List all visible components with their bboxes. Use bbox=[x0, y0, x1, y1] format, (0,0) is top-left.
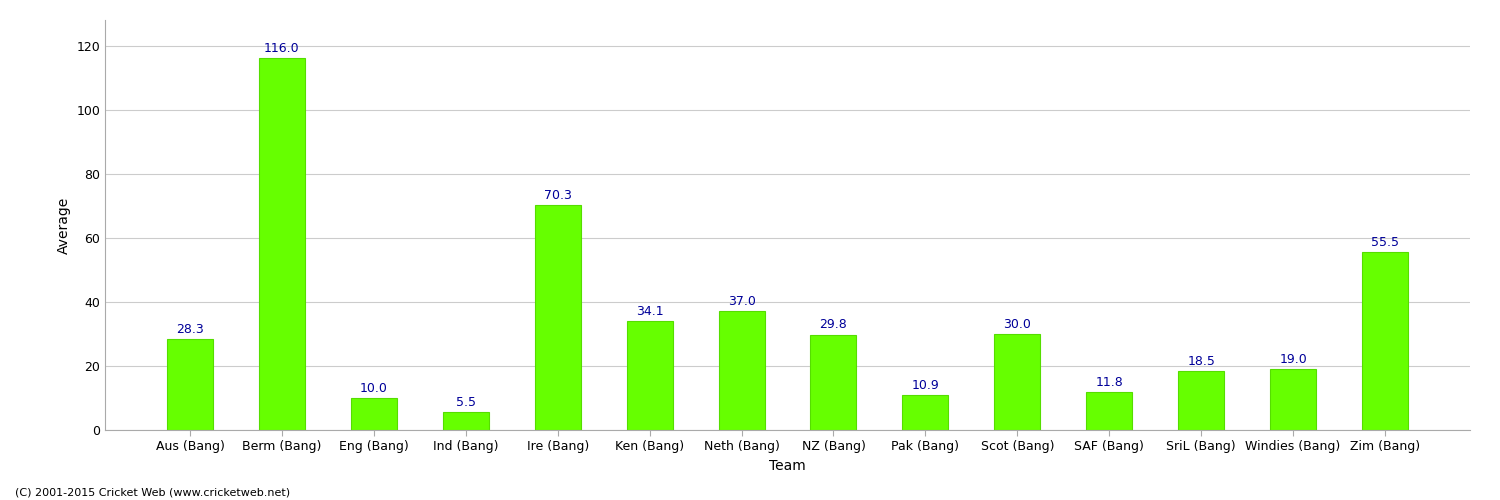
Y-axis label: Average: Average bbox=[57, 196, 70, 254]
Text: 18.5: 18.5 bbox=[1186, 354, 1215, 368]
Text: 5.5: 5.5 bbox=[456, 396, 476, 409]
Bar bbox=[627, 321, 672, 430]
Bar bbox=[1270, 369, 1316, 430]
Text: 30.0: 30.0 bbox=[1004, 318, 1031, 330]
Text: 28.3: 28.3 bbox=[176, 323, 204, 336]
Text: 37.0: 37.0 bbox=[728, 296, 756, 308]
Bar bbox=[810, 334, 856, 430]
Bar bbox=[1362, 252, 1408, 430]
Text: 29.8: 29.8 bbox=[819, 318, 848, 332]
Bar bbox=[442, 412, 489, 430]
Text: 70.3: 70.3 bbox=[544, 188, 572, 202]
Text: 11.8: 11.8 bbox=[1095, 376, 1124, 389]
Text: 55.5: 55.5 bbox=[1371, 236, 1400, 249]
Bar bbox=[1178, 370, 1224, 430]
Bar bbox=[166, 340, 213, 430]
X-axis label: Team: Team bbox=[770, 459, 806, 473]
Text: 10.0: 10.0 bbox=[360, 382, 388, 395]
Bar bbox=[903, 395, 948, 430]
Bar bbox=[534, 205, 580, 430]
Text: 34.1: 34.1 bbox=[636, 304, 663, 318]
Bar bbox=[260, 58, 305, 430]
Bar bbox=[1086, 392, 1132, 430]
Text: 19.0: 19.0 bbox=[1280, 353, 1306, 366]
Bar bbox=[994, 334, 1041, 430]
Bar bbox=[718, 312, 765, 430]
Text: (C) 2001-2015 Cricket Web (www.cricketweb.net): (C) 2001-2015 Cricket Web (www.cricketwe… bbox=[15, 488, 290, 498]
Text: 10.9: 10.9 bbox=[912, 379, 939, 392]
Bar bbox=[351, 398, 398, 430]
Text: 116.0: 116.0 bbox=[264, 42, 300, 55]
